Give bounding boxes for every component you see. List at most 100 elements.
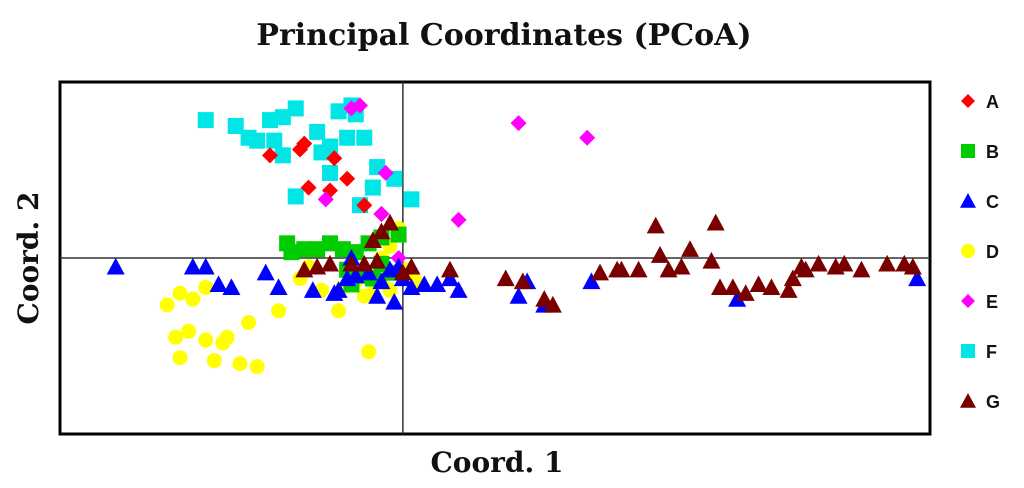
point-a-0 [262,147,278,164]
point-c-26 [582,272,601,290]
point-c-28 [728,290,747,307]
point-g-25 [702,251,721,269]
point-g-27 [723,278,742,295]
point-a-2 [296,135,313,152]
point-g-18 [809,254,828,272]
point-c-4 [222,278,241,295]
point-b-1 [283,244,300,261]
chart-title: Principal Coordinates (PCoA) [256,18,751,53]
point-e-7 [373,206,390,222]
point-f-1 [227,118,244,134]
point-g-15 [543,295,562,313]
point-d-6 [198,332,214,348]
point-c-12 [372,272,391,290]
point-a-4 [339,170,356,187]
legend-marker-b [961,144,975,158]
point-g-12 [496,269,515,287]
point-d-8 [172,350,188,366]
point-d-2 [185,291,201,307]
point-c-23 [509,287,528,304]
point-e-3 [579,129,596,146]
point-c-21 [449,281,468,298]
point-g-26 [711,278,729,295]
x-axis-label: Coord. 1 [431,446,564,479]
point-f-23 [266,132,283,149]
point-e-4 [377,164,394,181]
point-g-3 [342,254,361,272]
point-c-2 [196,257,215,275]
legend-marker-d [961,244,975,258]
point-d-0 [159,297,175,313]
legend-label-g: G [986,392,1000,412]
point-d-24 [331,303,347,319]
point-b-5 [334,241,351,258]
point-g-24 [903,257,922,275]
point-d-4 [168,329,184,345]
point-d-12 [219,329,235,345]
point-c-16 [402,278,421,295]
point-f-4 [262,112,278,129]
point-c-31 [325,284,344,301]
point-g-2 [321,254,339,272]
legend-label-f: F [986,342,997,362]
point-f-3 [249,132,266,149]
point-c-6 [269,278,288,295]
point-d-10 [232,356,248,372]
point-f-22 [403,191,420,208]
point-f-0 [197,112,214,129]
point-g-4 [355,254,374,272]
legend-label-d: D [986,242,999,262]
point-b-4 [322,235,338,252]
legend-label-b: B [986,142,999,162]
point-c-11 [359,263,378,281]
point-a-5 [300,179,317,196]
point-d-5 [181,323,197,339]
legend-marker-g [960,393,976,408]
point-f-6 [287,100,304,117]
point-g-22 [878,254,897,272]
point-f-20 [287,188,304,205]
point-c-1 [183,257,202,275]
legend-label-a: A [986,92,999,112]
point-a-3 [326,150,343,167]
point-g-37 [629,260,648,278]
legend-marker-f [961,344,975,358]
point-g-0 [295,260,314,278]
point-c-3 [209,275,228,293]
legend-label-c: C [986,192,999,212]
point-g-10 [402,257,421,275]
point-d-3 [198,279,214,295]
point-g-36 [651,246,669,263]
point-f-19 [274,147,291,164]
point-d-9 [206,353,222,369]
point-g-20 [835,254,854,272]
point-g-28 [736,284,755,301]
point-d-13 [241,315,257,331]
point-g-14 [535,290,554,307]
point-g-31 [779,281,798,298]
point-a-7 [356,197,373,214]
point-b-9 [390,226,407,243]
point-f-13 [339,129,356,146]
point-e-1 [352,97,368,114]
point-g-5 [368,251,387,269]
point-g-21 [852,260,871,278]
point-c-10 [346,266,365,284]
point-g-8 [381,213,399,231]
point-d-1 [172,285,188,301]
point-b-2 [296,241,313,258]
point-g-39 [612,260,631,278]
point-d-23 [361,344,377,360]
point-f-5 [274,109,291,126]
point-e-2 [510,115,527,132]
point-g-35 [681,240,699,257]
legend-marker-c [960,193,976,208]
point-g-7 [363,231,382,249]
y-axis-label: Coord. 2 [12,192,45,325]
point-c-20 [441,269,459,287]
point-g-33 [659,260,678,278]
point-g-1 [308,257,327,275]
point-g-30 [762,278,781,295]
point-c-29 [908,269,927,287]
point-g-41 [646,216,665,234]
